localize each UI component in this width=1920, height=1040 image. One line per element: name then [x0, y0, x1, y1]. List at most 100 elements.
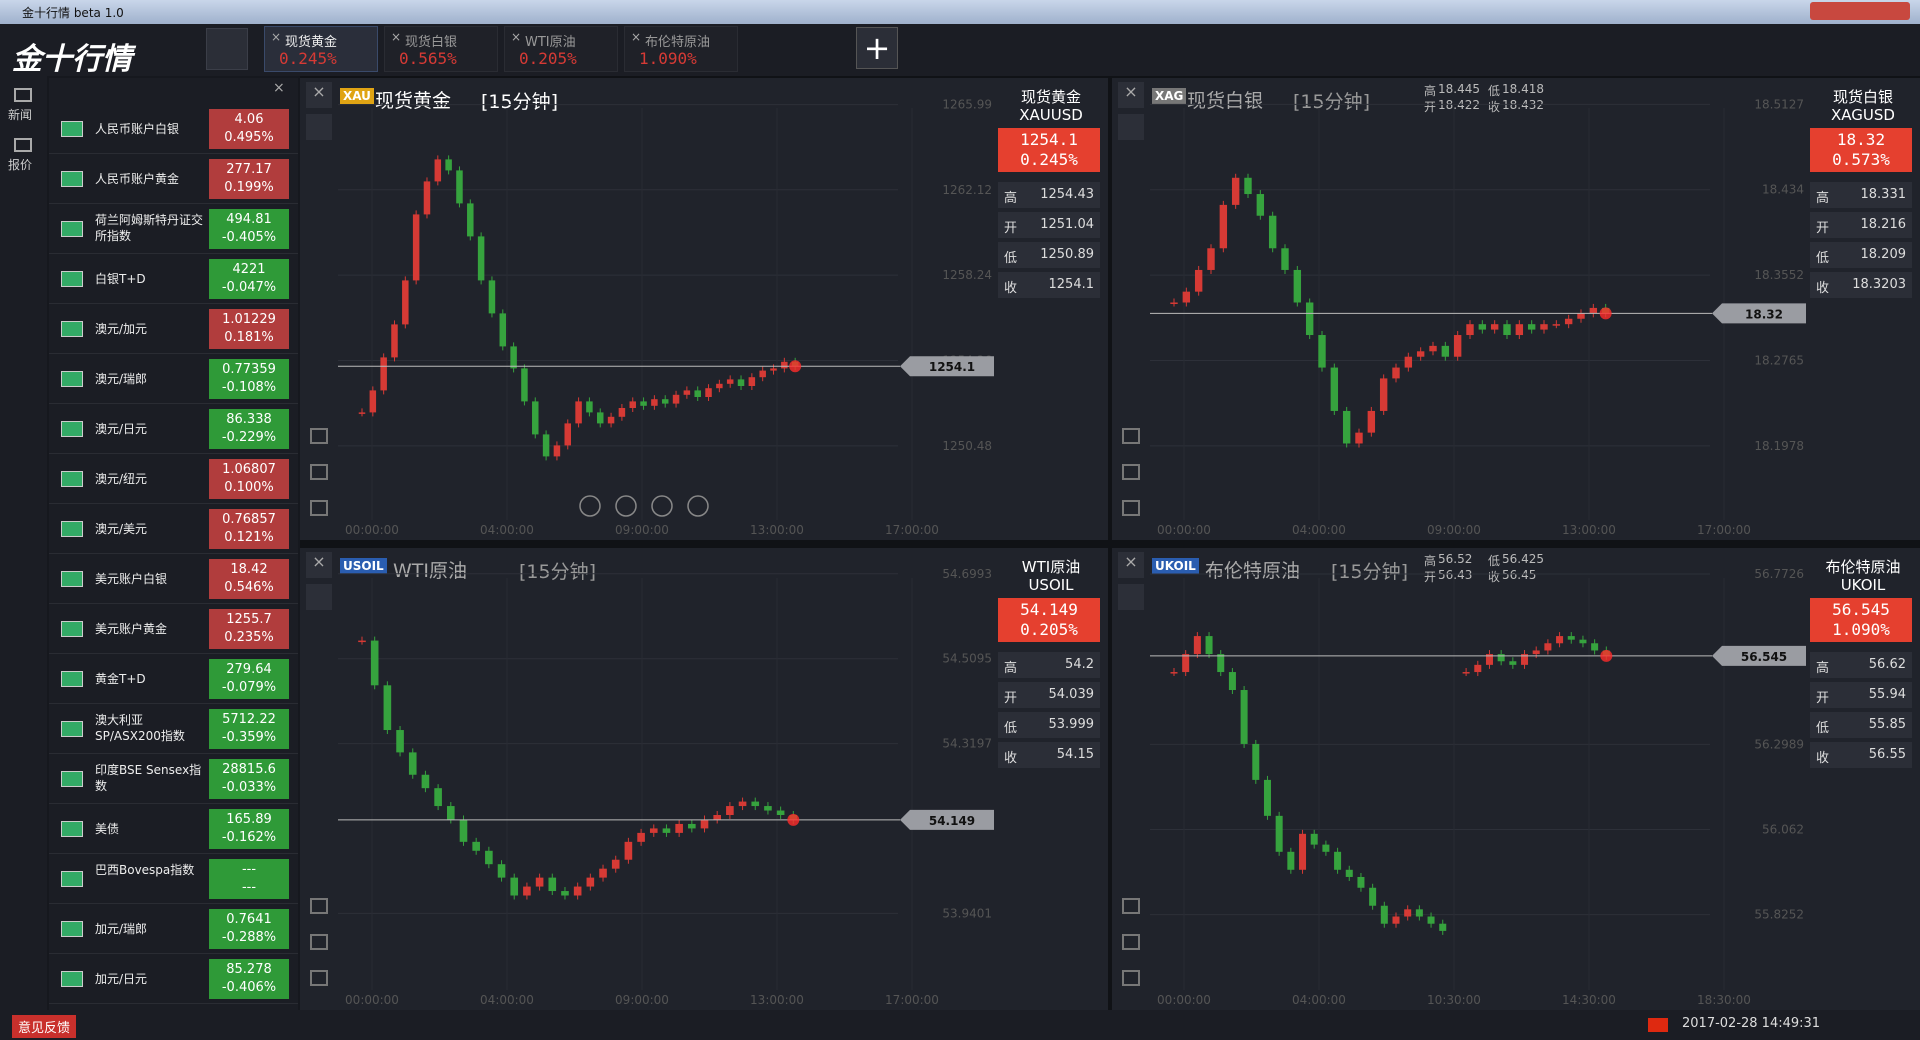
- zoom-control[interactable]: [651, 495, 673, 517]
- quote-row[interactable]: 美元账户白银 18.42 0.546%: [49, 554, 298, 604]
- candle: [586, 877, 595, 887]
- quote-row[interactable]: 白银T+D 4221 -0.047%: [49, 254, 298, 304]
- tool-icon[interactable]: [310, 464, 328, 480]
- tool-icon[interactable]: [1122, 934, 1140, 950]
- panel-close[interactable]: ×: [306, 552, 332, 578]
- quote-row[interactable]: 荷兰阿姆斯特丹证交所指数 494.81 -0.405%: [49, 204, 298, 254]
- tab-change: 0.565%: [399, 49, 457, 68]
- stat-label: 开: [1816, 221, 1830, 236]
- panel-interval[interactable]: [15分钟]: [519, 561, 597, 583]
- nav-item[interactable]: 新闻: [8, 108, 33, 122]
- tab[interactable]: × 现货白银 0.565%: [384, 26, 498, 72]
- candle: [1577, 313, 1585, 319]
- panel-expand[interactable]: [1118, 114, 1144, 140]
- candle: [738, 801, 747, 807]
- tool-icon[interactable]: [1122, 428, 1140, 444]
- tool-icon[interactable]: [1122, 464, 1140, 480]
- panel-expand[interactable]: [1118, 584, 1144, 610]
- quote-row[interactable]: 人民币账户白银 4.06 0.495%: [49, 104, 298, 154]
- zoom-control[interactable]: [687, 495, 709, 517]
- quote-row[interactable]: 澳大利亚SP/ASX200指数 5712.22 -0.359%: [49, 704, 298, 754]
- candle: [1275, 815, 1283, 852]
- candle: [624, 841, 633, 860]
- panel-close[interactable]: ×: [306, 82, 332, 108]
- quote-row[interactable]: 印度BSE Sensex指数 28815.6 -0.033%: [49, 754, 298, 804]
- tab-change: 0.245%: [279, 49, 337, 68]
- panel-interval[interactable]: [15分钟]: [481, 91, 559, 113]
- candle: [1497, 654, 1505, 662]
- tool-icon[interactable]: [310, 934, 328, 950]
- quote-change: -0.288%: [221, 930, 277, 945]
- quote-change: 0.181%: [224, 330, 274, 345]
- tool-icon[interactable]: [310, 970, 328, 986]
- stat-label: 高: [1004, 661, 1018, 676]
- close-list[interactable]: ×: [273, 80, 285, 96]
- stat-label: 高: [1004, 191, 1018, 206]
- feedback-button[interactable]: 意见反馈: [12, 1015, 77, 1038]
- price-dot: [787, 813, 800, 826]
- quote-row[interactable]: 加元/日元 85.278 -0.406%: [49, 954, 298, 1004]
- quote-row[interactable]: 澳元/日元 86.338 -0.229%: [49, 404, 298, 454]
- tool-icon[interactable]: [310, 500, 328, 516]
- quote-row[interactable]: 澳元/纽元 1.06807 0.100%: [49, 454, 298, 504]
- price-dot: [1599, 307, 1612, 320]
- candle: [542, 434, 550, 457]
- quote-box: 0.76857 0.121%: [209, 509, 289, 549]
- zoom-control[interactable]: [579, 495, 601, 517]
- candle-chart: 56.7726 56.2989 56.062 55.8252 00:00:00 04:00…: [1150, 567, 1806, 1007]
- stat-label: 开: [1816, 691, 1830, 706]
- candle: [1231, 177, 1240, 205]
- panel-expand[interactable]: [306, 584, 332, 610]
- quote-row[interactable]: 人民币账户黄金 277.17 0.199%: [49, 154, 298, 204]
- tool-icon[interactable]: [1122, 500, 1140, 516]
- quote-row[interactable]: 美债 165.89 -0.162%: [49, 804, 298, 854]
- quote-row[interactable]: 澳元/加元 1.01229 0.181%: [49, 304, 298, 354]
- tab[interactable]: × WTI原油 0.205%: [504, 26, 618, 72]
- candle: [1544, 643, 1552, 651]
- add-tab[interactable]: +: [856, 27, 898, 69]
- quote-price: 85.278: [226, 962, 272, 977]
- tool-icon[interactable]: [1122, 970, 1140, 986]
- candle: [1369, 887, 1377, 906]
- quote-row[interactable]: 加元/瑞郎 0.7641 -0.288%: [49, 904, 298, 954]
- panel-interval[interactable]: [15分钟]: [1331, 561, 1409, 583]
- candle: [649, 828, 658, 833]
- candle: [1416, 351, 1425, 357]
- candle: [1441, 345, 1450, 357]
- candle: [662, 828, 671, 833]
- candle: [611, 859, 620, 869]
- x-tick-label: 09:00:00: [1427, 523, 1481, 537]
- tab[interactable]: × 布伦特原油 1.090%: [624, 26, 738, 72]
- quote-row[interactable]: 美元账户黄金 1255.7 0.235%: [49, 604, 298, 654]
- tool-icon[interactable]: [310, 898, 328, 914]
- nav-item[interactable]: 报价: [8, 158, 33, 172]
- quote-price: 4.06: [234, 112, 264, 127]
- tool-icon[interactable]: [310, 428, 328, 444]
- quote-row[interactable]: 澳元/瑞郎 0.77359 -0.108%: [49, 354, 298, 404]
- hl-value: 18.418: [1502, 82, 1544, 96]
- quote-price: 1.06807: [222, 462, 276, 477]
- info-name: 布伦特原油: [1825, 558, 1901, 576]
- tool-icon[interactable]: [1122, 898, 1140, 914]
- quote-row[interactable]: 巴西Bovespa指数 --- ---: [49, 854, 298, 904]
- quote-change: 0.121%: [224, 530, 274, 545]
- info-symbol: UKOIL: [1840, 576, 1886, 594]
- zoom-control[interactable]: [615, 495, 637, 517]
- window-controls[interactable]: [1810, 2, 1910, 20]
- quote-box: 5712.22 -0.359%: [209, 709, 289, 749]
- quote-row[interactable]: 黄金T+D 279.64 -0.079%: [49, 654, 298, 704]
- candle: [575, 401, 582, 424]
- candle: [1322, 844, 1330, 852]
- tab-change: 0.205%: [519, 49, 577, 68]
- quote-row[interactable]: 澳元/美元 0.76857 0.121%: [49, 504, 298, 554]
- quote-change: -0.162%: [221, 830, 277, 845]
- candle: [370, 640, 379, 686]
- quote-price: 1.01229: [222, 312, 276, 327]
- panel-expand[interactable]: [306, 114, 332, 140]
- grid-button[interactable]: [206, 28, 248, 70]
- panel-close[interactable]: ×: [1118, 82, 1144, 108]
- panel-close[interactable]: ×: [1118, 552, 1144, 578]
- panel-interval[interactable]: [15分钟]: [1293, 91, 1371, 113]
- tab[interactable]: × 现货黄金 0.245%: [264, 26, 378, 72]
- candle: [640, 401, 647, 406]
